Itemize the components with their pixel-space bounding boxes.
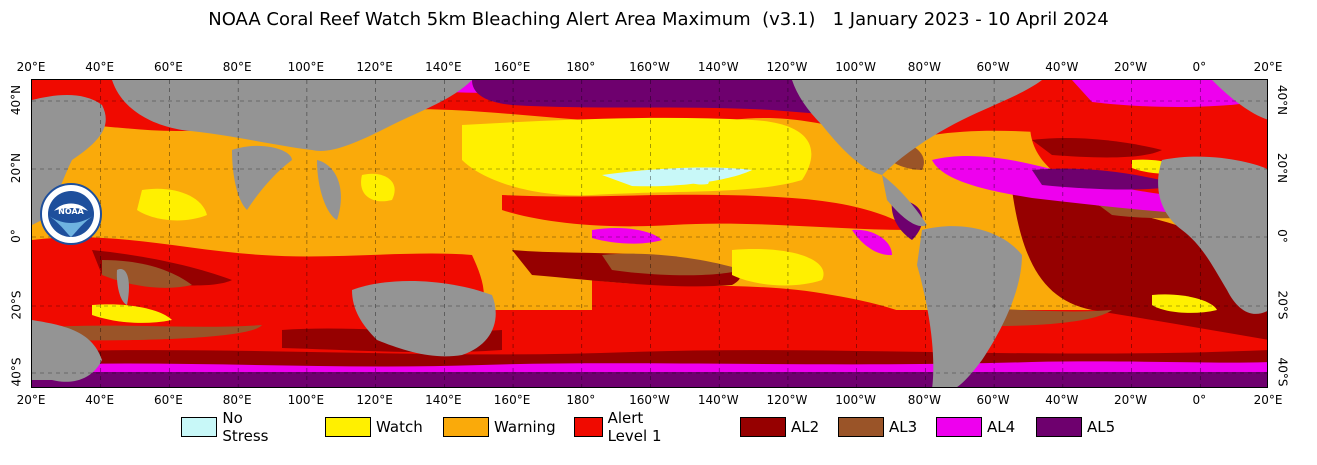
legend-item: AL5	[1036, 416, 1115, 438]
longitude-tick-label: 160°E	[493, 393, 531, 407]
longitude-tick-label: 20°W	[1113, 60, 1148, 74]
legend-swatch	[325, 417, 371, 437]
longitude-tick-label: 160°W	[629, 60, 670, 74]
legend-label: AL4	[987, 418, 1016, 436]
bleaching-alert-map	[31, 79, 1268, 388]
latitude-tick-label: 20°N	[1275, 152, 1290, 184]
legend-label: AL2	[791, 418, 820, 436]
latitude-tick-label: 40°N	[9, 84, 24, 116]
no-stress-regions	[602, 167, 752, 187]
latitude-tick-label: 40°S	[8, 357, 23, 387]
longitude-tick-label: 80°E	[222, 60, 252, 74]
longitude-tick-label: 40°W	[1045, 393, 1079, 407]
latitude-tick-label: 40°N	[1275, 84, 1290, 116]
longitude-tick-label: 140°E	[425, 393, 462, 407]
noaa-seal-icon: NOAA	[40, 183, 102, 245]
legend-item: Watch	[325, 416, 423, 438]
longitude-tick-label: 100°W	[835, 60, 877, 74]
longitude-tick-label: 180°	[566, 393, 596, 407]
longitude-tick-label: 80°W	[907, 393, 941, 407]
longitude-tick-label: 20°E	[16, 393, 46, 407]
longitude-tick-label: 160°E	[493, 60, 531, 74]
map-title: NOAA Coral Reef Watch 5km Bleaching Aler…	[208, 9, 1109, 30]
legend-label: AL3	[889, 418, 918, 436]
longitude-tick-label: 40°E	[85, 60, 115, 74]
longitude-tick-label: 60°E	[154, 60, 183, 74]
longitude-tick-label: 0°	[1192, 60, 1207, 74]
noaa-logo: NOAA	[40, 183, 102, 245]
legend-swatch	[181, 417, 218, 437]
longitude-tick-label: 40°W	[1045, 60, 1079, 74]
longitude-tick-label: 120°E	[356, 60, 393, 74]
latitude-tick-label: 20°S	[8, 290, 23, 320]
legend-item: Alert Level 1	[574, 409, 665, 445]
legend-label: No Stress	[222, 409, 269, 445]
longitude-tick-label: 120°E	[356, 393, 393, 407]
longitude-tick-label: 120°W	[766, 393, 808, 407]
longitude-tick-label: 20°E	[16, 60, 46, 74]
latitude-tick-label: 0°	[8, 229, 23, 243]
legend-item: AL3	[838, 416, 917, 438]
graticule	[32, 80, 1267, 387]
longitude-tick-label: 160°W	[629, 393, 670, 407]
legend-label: Watch	[376, 418, 423, 436]
map-canvas	[32, 80, 1267, 387]
legend-swatch	[936, 417, 982, 437]
legend-item: Warning	[443, 416, 556, 438]
noaa-logo-text: NOAA	[58, 207, 84, 216]
longitude-tick-label: 20°E	[1253, 60, 1283, 74]
latitude-tick-label: 0°	[1274, 229, 1289, 243]
legend-item: AL4	[936, 416, 1015, 438]
longitude-tick-label: 60°E	[154, 393, 183, 407]
longitude-tick-label: 0°	[1192, 393, 1207, 407]
legend-swatch	[574, 417, 603, 437]
longitude-tick-label: 80°E	[222, 393, 252, 407]
legend-item: No Stress	[181, 409, 278, 445]
legend-swatch	[1036, 417, 1082, 437]
longitude-tick-label: 60°W	[976, 60, 1010, 74]
latitude-tick-label: 20°N	[9, 152, 24, 184]
longitude-tick-label: 120°W	[766, 60, 808, 74]
longitude-tick-label: 100°E	[287, 60, 325, 74]
legend-swatch	[838, 417, 884, 437]
legend-label: AL5	[1087, 418, 1116, 436]
longitude-tick-label: 100°E	[287, 393, 325, 407]
longitude-tick-label: 40°E	[85, 393, 115, 407]
longitude-tick-label: 100°W	[835, 393, 877, 407]
longitude-tick-label: 80°W	[907, 60, 941, 74]
latitude-tick-label: 20°S	[1274, 290, 1289, 320]
longitude-tick-label: 20°E	[1253, 393, 1283, 407]
legend-item: AL2	[740, 416, 819, 438]
land-masses	[32, 80, 1267, 387]
longitude-tick-label: 140°E	[425, 60, 462, 74]
longitude-tick-label: 180°	[566, 60, 596, 74]
longitude-tick-label: 60°W	[976, 393, 1010, 407]
legend-swatch	[740, 417, 786, 437]
latitude-tick-label: 40°S	[1274, 357, 1289, 387]
legend-label: Warning	[494, 418, 556, 436]
longitude-tick-label: 20°W	[1113, 393, 1148, 407]
longitude-tick-label: 140°W	[697, 393, 739, 407]
legend-swatch	[443, 417, 489, 437]
legend-label: Alert Level 1	[607, 409, 662, 445]
longitude-tick-label: 140°W	[697, 60, 739, 74]
